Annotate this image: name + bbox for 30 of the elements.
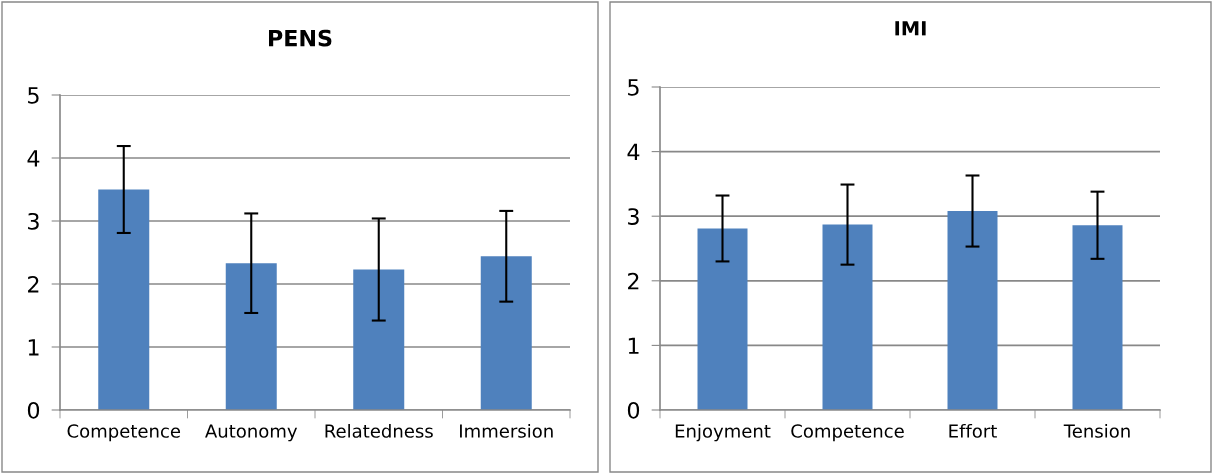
y-tick-label: 5 bbox=[628, 79, 639, 96]
chart-title: PENS bbox=[269, 29, 332, 47]
bar bbox=[697, 228, 748, 410]
x-tick-label: Competence bbox=[791, 424, 904, 442]
bar bbox=[822, 224, 873, 410]
x-tick-label: Immersion bbox=[460, 423, 553, 438]
bar bbox=[1072, 225, 1123, 410]
bar bbox=[98, 189, 150, 410]
y-tick-label: 4 bbox=[627, 143, 640, 161]
bar bbox=[480, 256, 532, 410]
bar bbox=[353, 269, 405, 410]
y-tick-label: 0 bbox=[27, 401, 40, 419]
x-tick-label: Autonomy bbox=[205, 424, 298, 442]
y-tick-label: 4 bbox=[27, 150, 40, 167]
y-tick-label: 3 bbox=[28, 212, 39, 230]
x-tick-label: Effort bbox=[949, 423, 997, 438]
x-tick-label: Tension bbox=[1063, 423, 1130, 438]
x-tick-label: Competence bbox=[67, 424, 181, 442]
x-tick-label: Relatedness bbox=[325, 423, 433, 438]
x-tick-label: Enjoyment bbox=[675, 423, 771, 442]
y-tick-label: 2 bbox=[628, 272, 639, 290]
y-tick-label: 1 bbox=[628, 337, 639, 354]
y-tick-label: 2 bbox=[28, 275, 39, 293]
chart-title: IMI bbox=[895, 21, 926, 36]
y-tick-label: 1 bbox=[28, 339, 39, 356]
y-tick-label: 0 bbox=[627, 401, 640, 419]
y-tick-label: 3 bbox=[628, 208, 639, 225]
bar bbox=[947, 211, 998, 410]
y-tick-label: 5 bbox=[28, 87, 39, 104]
bar bbox=[225, 263, 277, 410]
